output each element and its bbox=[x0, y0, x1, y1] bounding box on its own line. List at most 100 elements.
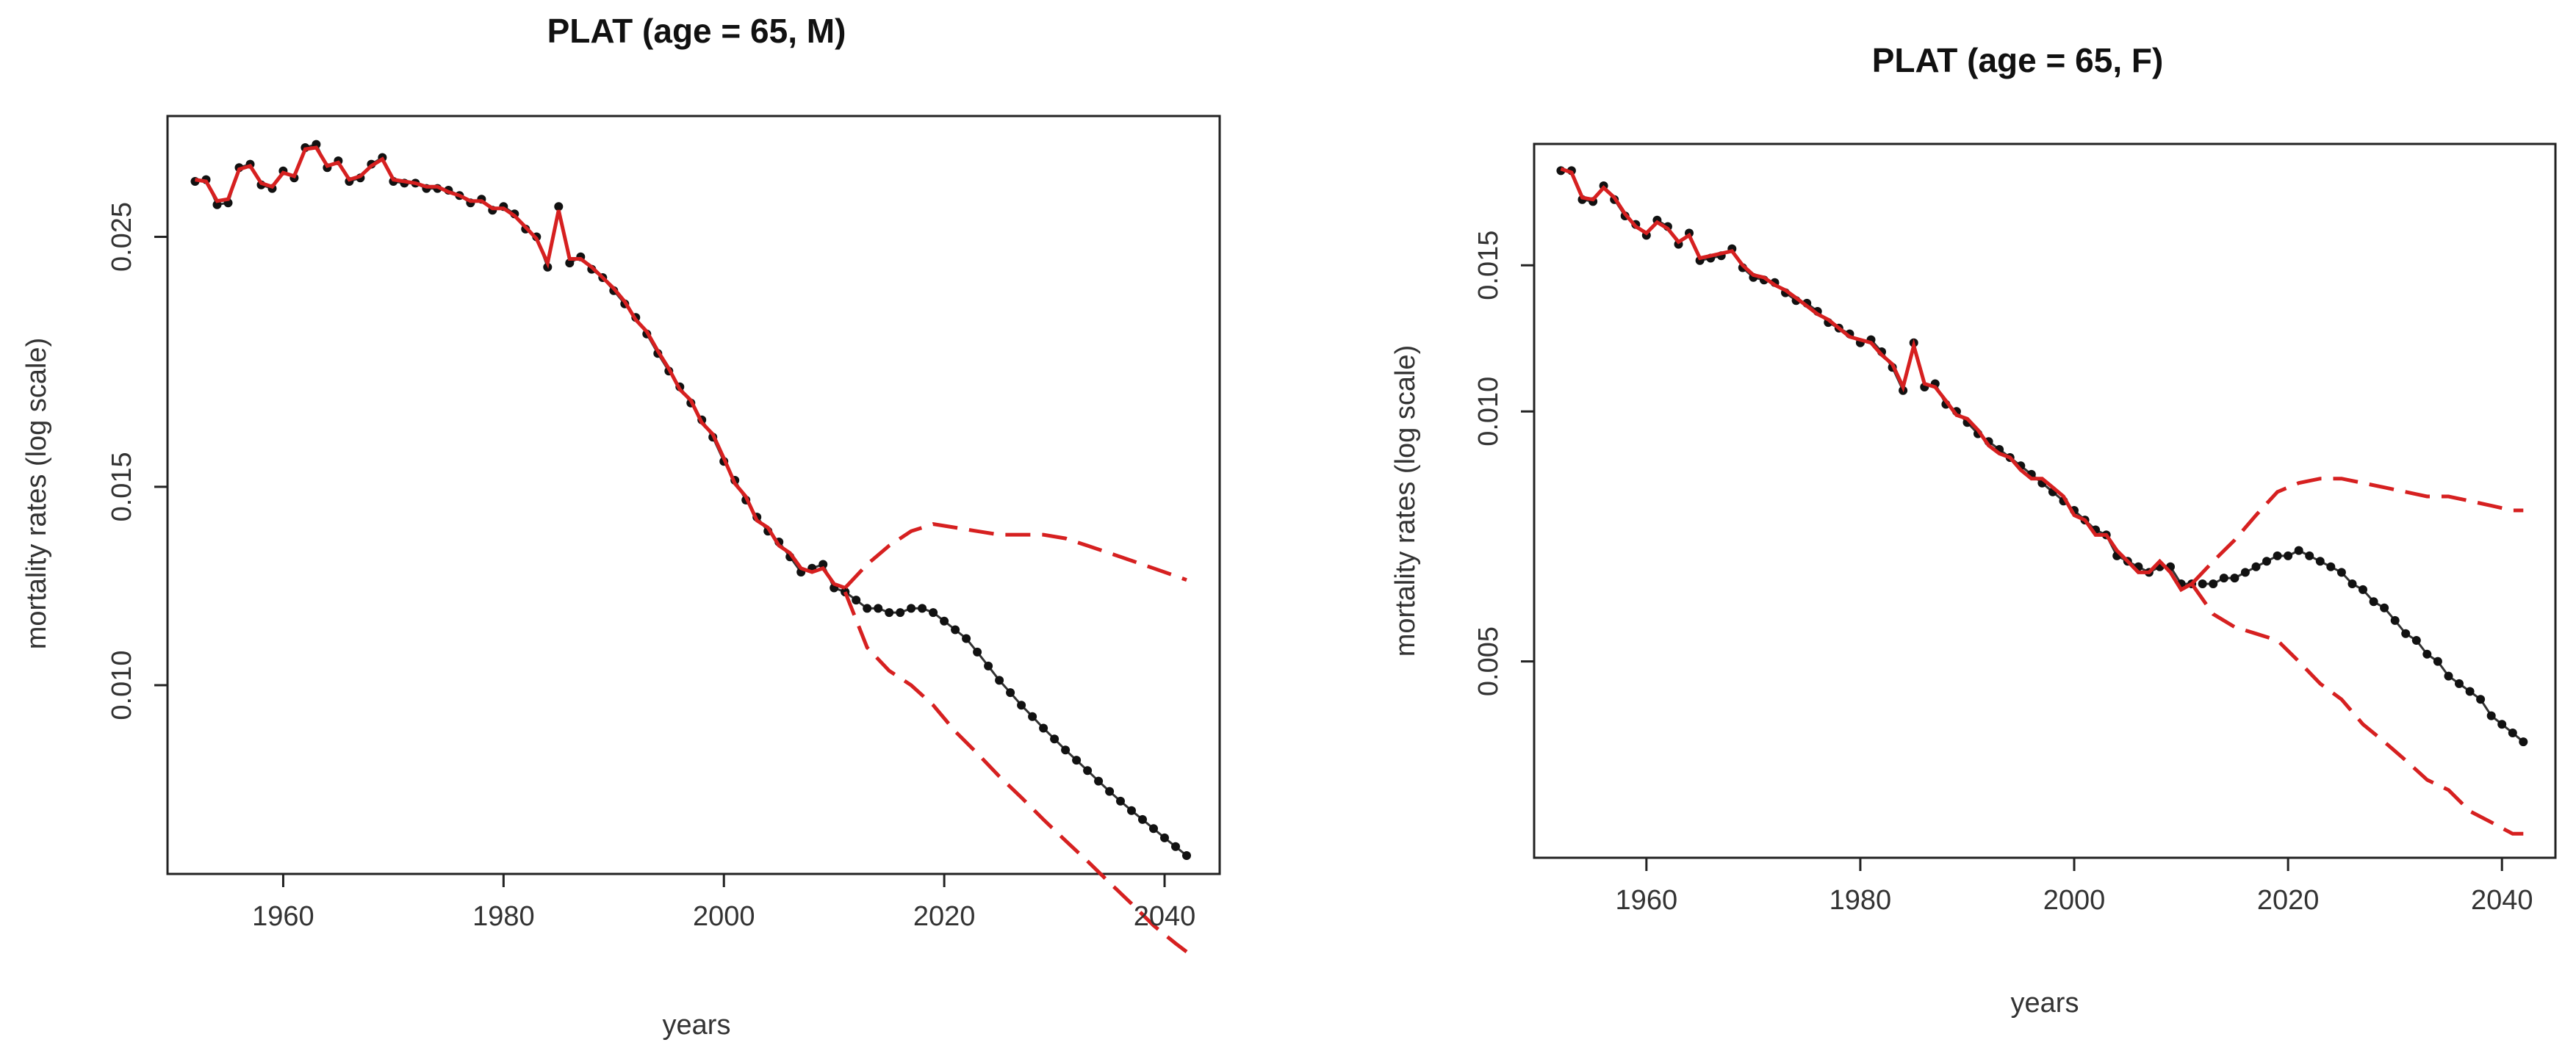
forecast-point bbox=[2209, 579, 2218, 588]
forecast-point bbox=[2305, 551, 2314, 560]
forecast-point bbox=[1160, 833, 1169, 842]
forecast-point bbox=[1116, 796, 1125, 806]
forecast-point bbox=[940, 616, 949, 626]
forecast-point bbox=[2390, 615, 2400, 625]
y-tick-label: 0.010 bbox=[1473, 377, 1504, 447]
forecast-point bbox=[852, 596, 861, 605]
forecast-point bbox=[1083, 766, 1093, 776]
forecast-point bbox=[1028, 712, 1037, 721]
chart-title: PLAT (age = 65, F) bbox=[1872, 41, 2164, 79]
x-tick-label: 1960 bbox=[1616, 885, 1678, 916]
plot-area bbox=[190, 140, 1191, 953]
forecast-line bbox=[2202, 549, 2525, 743]
y-tick-label: 0.015 bbox=[107, 452, 137, 521]
x-tick-label: 2040 bbox=[2471, 885, 2533, 916]
forecast-point bbox=[863, 604, 872, 613]
x-tick-label: 2020 bbox=[913, 901, 976, 932]
x-axis: 1960 1980 2000 2020 2040 bbox=[252, 874, 1195, 932]
chart-male: PLAT (age = 65, M) 1960 1980 2000 2020 2040 … bbox=[21, 12, 1221, 1041]
forecast-point bbox=[929, 608, 938, 618]
y-tick-label: 0.005 bbox=[1473, 626, 1504, 696]
forecast-point bbox=[1182, 851, 1191, 860]
forecast-point bbox=[962, 634, 971, 643]
x-tick-label: 2000 bbox=[2043, 885, 2106, 916]
forecast-point bbox=[1006, 688, 1015, 698]
x-tick-label: 1980 bbox=[472, 901, 535, 932]
forecast-point bbox=[2251, 562, 2261, 571]
chart-title: PLAT (age = 65, M) bbox=[547, 12, 846, 50]
chart-female: PLAT (age = 65, F) 1960 1980 2000 2020 2040 … bbox=[1390, 41, 2557, 1019]
x-tick-label: 2000 bbox=[693, 901, 755, 932]
upper-bound-line bbox=[843, 522, 1187, 590]
x-tick-label: 1980 bbox=[1830, 885, 1892, 916]
x-axis-label: years bbox=[2011, 988, 2079, 1019]
x-tick-label: 2040 bbox=[1134, 901, 1196, 932]
y-axis-label: mortality rates (log scale) bbox=[1390, 345, 1421, 657]
forecast-point bbox=[907, 604, 916, 613]
forecast-point bbox=[1072, 756, 1082, 765]
forecast-point bbox=[2284, 551, 2293, 560]
fitted-line bbox=[1560, 167, 2193, 593]
forecast-point bbox=[2336, 568, 2346, 577]
forecast-point bbox=[2380, 603, 2389, 612]
forecast-point bbox=[2476, 695, 2486, 704]
forecast-point bbox=[2326, 562, 2336, 571]
forecast-point bbox=[2359, 585, 2367, 594]
forecast-point bbox=[1127, 806, 1136, 815]
y-tick-label: 0.025 bbox=[107, 202, 137, 272]
lower-bound-line bbox=[2190, 582, 2524, 836]
forecast-point bbox=[2455, 679, 2464, 688]
observed-point bbox=[819, 560, 828, 569]
forecast-point bbox=[1061, 745, 1071, 755]
y-axis: 0.005 0.010 0.015 bbox=[1473, 231, 1534, 696]
forecast-point bbox=[885, 608, 894, 618]
forecast-point bbox=[874, 604, 883, 613]
lower-bound-line bbox=[843, 591, 1188, 953]
forecast-point bbox=[2433, 657, 2442, 666]
y-axis-label: mortality rates (log scale) bbox=[21, 338, 52, 649]
forecast-line bbox=[844, 590, 1187, 857]
forecast-point bbox=[2230, 574, 2239, 583]
fitted-line bbox=[195, 145, 846, 590]
forecast-point bbox=[2240, 568, 2250, 577]
y-axis: 0.010 0.015 0.025 bbox=[107, 202, 168, 720]
forecast-point bbox=[896, 608, 905, 618]
observed-point bbox=[565, 259, 575, 268]
forecast-point bbox=[973, 647, 982, 657]
observed-line bbox=[1561, 169, 2192, 585]
forecast-point bbox=[1039, 723, 1048, 733]
y-tick-label: 0.015 bbox=[1473, 231, 1504, 300]
forecast-point bbox=[2347, 579, 2357, 588]
forecast-point bbox=[984, 661, 993, 671]
forecast-point bbox=[2519, 737, 2528, 747]
forecast-point bbox=[995, 676, 1004, 685]
forecast-point bbox=[2294, 546, 2303, 555]
forecast-point bbox=[2497, 720, 2507, 729]
forecast-point bbox=[2219, 574, 2228, 583]
forecast-point bbox=[1050, 734, 1059, 744]
forecast-point bbox=[2444, 671, 2453, 681]
forecast-point bbox=[2422, 649, 2432, 659]
x-axis-label: years bbox=[663, 1010, 731, 1041]
observed-line bbox=[195, 142, 846, 593]
forecast-point bbox=[918, 604, 927, 613]
forecast-point bbox=[1094, 776, 1104, 786]
y-tick-label: 0.010 bbox=[107, 650, 137, 720]
forecast-point bbox=[2198, 579, 2207, 588]
plot-area bbox=[1556, 166, 2528, 836]
x-axis: 1960 1980 2000 2020 2040 bbox=[1616, 858, 2533, 916]
plot-frame bbox=[1533, 142, 2557, 859]
forecast-point bbox=[2401, 629, 2411, 638]
forecast-point bbox=[1017, 701, 1026, 710]
forecast-point bbox=[2486, 711, 2496, 720]
x-tick-label: 1960 bbox=[252, 901, 314, 932]
forecast-point bbox=[2411, 636, 2421, 645]
forecast-point bbox=[1138, 814, 1147, 824]
forecast-point bbox=[2273, 551, 2282, 560]
plot-frame bbox=[166, 115, 1221, 875]
forecast-point bbox=[2465, 687, 2475, 696]
forecast-point bbox=[1171, 842, 1180, 851]
x-tick-label: 2020 bbox=[2257, 885, 2320, 916]
observed-point bbox=[554, 202, 564, 212]
